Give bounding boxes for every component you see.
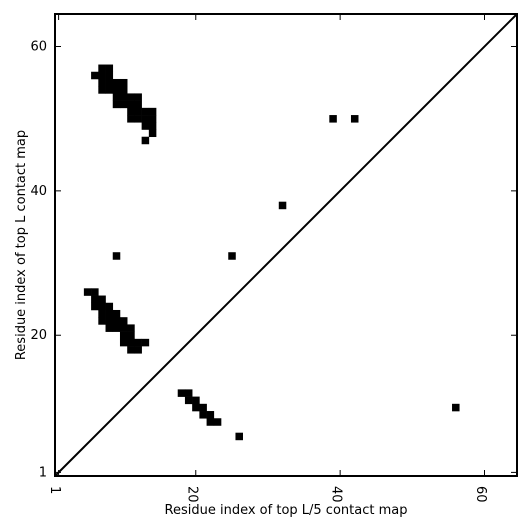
contact-cell-top-l	[98, 71, 106, 80]
contact-cell-top-l	[119, 317, 128, 325]
contact-cell-top-l5	[213, 418, 222, 426]
contact-cell-top-l5	[235, 432, 243, 441]
contact-cell-top-l	[98, 317, 106, 325]
y-tick-label: 20	[30, 328, 47, 343]
contact-cell-top-l	[134, 115, 142, 123]
contact-cell-top-l	[98, 86, 106, 94]
contact-cell-top-l	[119, 86, 128, 94]
contact-cell-top-l	[134, 107, 142, 116]
contact-cell-top-l	[105, 317, 114, 325]
y-tick-label: 1	[39, 465, 47, 480]
contact-cell-top-l	[112, 324, 121, 332]
contact-cell-top-l	[350, 115, 359, 123]
contact-cell-top-l5	[184, 389, 193, 397]
contact-cells	[83, 64, 460, 441]
contact-cell-top-l5	[452, 403, 460, 412]
contact-cell-top-l	[134, 100, 142, 109]
contact-cell-top-l	[112, 78, 121, 87]
contact-cell-top-l5	[199, 403, 207, 412]
contact-cell-top-l	[98, 309, 106, 318]
contact-cell-top-l	[127, 324, 135, 332]
x-tick-label: 1	[47, 486, 62, 494]
contact-cell-top-l	[278, 201, 287, 210]
contact-cell-top-l	[119, 331, 128, 340]
contact-cell-top-l	[105, 86, 114, 94]
contact-cell-top-l	[148, 115, 157, 123]
contact-cell-top-l	[127, 331, 135, 340]
contact-cell-top-l	[134, 93, 142, 101]
contact-cell-top-l	[112, 317, 121, 325]
contact-cell-top-l	[127, 107, 135, 116]
contact-cell-top-l	[105, 302, 114, 311]
y-tick-label: 40	[30, 184, 47, 199]
contact-cell-top-l	[141, 136, 150, 145]
contact-cell-top-l	[98, 64, 106, 73]
contact-cell-top-l	[148, 122, 157, 130]
contact-cell-top-l	[119, 100, 128, 109]
contact-cell-top-l	[127, 115, 135, 123]
diagonal-line	[54, 13, 518, 477]
contact-cell-top-l5	[206, 418, 215, 426]
contact-cell-top-l	[98, 302, 106, 311]
contact-cell-top-l	[112, 100, 121, 109]
contact-cell-top-l	[98, 78, 106, 87]
contact-cell-top-l	[91, 295, 99, 304]
contact-cell-top-l	[83, 288, 92, 296]
contact-cell-top-l	[148, 129, 157, 138]
contact-cell-top-l5	[192, 396, 200, 405]
contact-cell-top-l	[127, 100, 135, 109]
contact-cell-top-l	[127, 338, 135, 347]
contact-cell-top-l5	[177, 389, 186, 397]
contact-cell-top-l	[119, 78, 128, 87]
y-tick-label: 60	[30, 39, 47, 54]
contact-cell-top-l	[105, 64, 114, 73]
x-tick-label: 40	[329, 486, 344, 503]
contact-cell-top-l	[134, 346, 142, 354]
contact-cell-top-l	[112, 252, 121, 260]
contact-cell-top-l5	[184, 396, 193, 405]
axis-ticks: 1 20 40 60 1 20 40 60	[30, 14, 517, 503]
contact-cell-top-l	[148, 107, 157, 116]
contact-cell-top-l	[91, 302, 99, 311]
contact-cell-top-l	[127, 346, 135, 354]
contact-cell-top-l	[91, 71, 99, 80]
contact-cell-top-l	[141, 338, 150, 347]
contact-cell-top-l	[134, 338, 142, 347]
contact-cell-top-l	[105, 78, 114, 87]
contact-cell-top-l	[329, 115, 337, 123]
contact-cell-top-l	[105, 309, 114, 318]
contact-cell-top-l	[141, 122, 150, 130]
x-axis-label: Residue index of top L/5 contact map	[165, 503, 408, 518]
x-tick-label: 20	[184, 486, 199, 503]
contact-cell-top-l	[119, 338, 128, 347]
contact-cell-top-l	[91, 288, 99, 296]
contact-cell-top-l	[119, 324, 128, 332]
contact-cell-top-l	[228, 252, 236, 260]
contact-cell-top-l	[112, 86, 121, 94]
contact-cell-top-l	[141, 107, 150, 116]
contact-cell-top-l	[112, 93, 121, 101]
contact-cell-top-l	[105, 324, 114, 332]
contact-cell-top-l	[98, 295, 106, 304]
contact-cell-top-l	[112, 309, 121, 318]
contact-cell-top-l	[127, 93, 135, 101]
y-axis-label: Residue index of top L contact map	[14, 130, 29, 360]
contact-cell-top-l5	[206, 411, 215, 419]
contact-cell-top-l5	[199, 411, 207, 419]
contact-cell-top-l	[119, 93, 128, 101]
plot-frame	[54, 13, 518, 477]
contact-cell-top-l	[105, 71, 114, 80]
contact-cell-top-l5	[192, 403, 200, 412]
x-tick-label: 60	[473, 486, 488, 503]
contact-cell-top-l	[141, 115, 150, 123]
